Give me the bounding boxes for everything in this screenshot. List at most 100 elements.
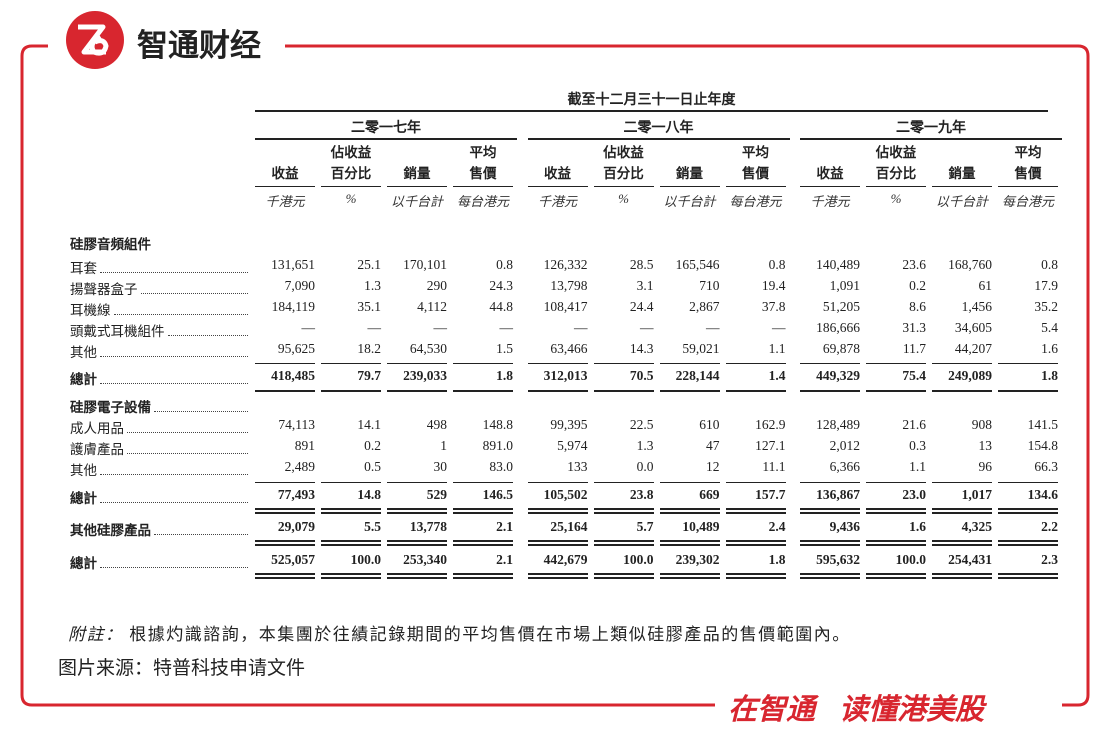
cell: — bbox=[301, 320, 316, 335]
rule bbox=[800, 540, 860, 542]
cell: 184,119 bbox=[271, 299, 315, 314]
label-text: 其他硅膠產品 bbox=[70, 523, 151, 538]
row-label: 其他硅膠產品 bbox=[70, 519, 250, 539]
rule bbox=[387, 512, 447, 514]
rule bbox=[255, 390, 315, 392]
slogan-part: 在智通 bbox=[728, 692, 816, 726]
cell: 146.5 bbox=[482, 487, 513, 502]
note-text: 根據灼識諮詢，本集團於往績記錄期間的平均售價在市場上類似硅膠產品的售價範圍內。 bbox=[129, 625, 851, 644]
cell: 6,366 bbox=[829, 459, 860, 474]
label-text: 成人用品 bbox=[70, 421, 124, 436]
cell: 29,079 bbox=[277, 519, 315, 534]
cell: 253,340 bbox=[403, 552, 447, 567]
label-text: 頭戴式耳機組件 bbox=[70, 324, 165, 339]
rule bbox=[932, 544, 992, 546]
rule bbox=[453, 512, 513, 514]
cell: 2.3 bbox=[1041, 552, 1058, 567]
cell: 1,091 bbox=[829, 278, 860, 293]
leader bbox=[140, 293, 248, 294]
cell: 75.4 bbox=[902, 368, 926, 383]
rule bbox=[527, 508, 588, 510]
cell: 1.8 bbox=[496, 368, 513, 383]
rule bbox=[725, 390, 786, 392]
column-header: 收益 bbox=[271, 166, 299, 181]
rule bbox=[321, 512, 381, 514]
cell: 25.1 bbox=[357, 257, 381, 272]
cell: 25,164 bbox=[550, 519, 588, 534]
cell: 8.6 bbox=[909, 299, 926, 314]
rule bbox=[527, 544, 588, 546]
rule bbox=[725, 573, 786, 575]
leader bbox=[127, 453, 248, 454]
cell: 0.5 bbox=[364, 459, 381, 474]
rule bbox=[725, 363, 786, 364]
rule bbox=[453, 363, 513, 364]
column-header: 銷量 bbox=[948, 166, 976, 181]
cell: 96 bbox=[978, 459, 993, 474]
cell: 1.6 bbox=[909, 519, 926, 534]
cell: 127.1 bbox=[755, 438, 786, 453]
rule bbox=[998, 577, 1058, 579]
unit: 每台港元 bbox=[456, 194, 509, 209]
label-text: 護膚產品 bbox=[70, 442, 124, 457]
label-text: 其他 bbox=[70, 463, 97, 478]
rule bbox=[659, 508, 720, 510]
note-label: 附註： bbox=[68, 625, 124, 644]
column-header: 收益 bbox=[544, 166, 571, 181]
cell: 442,679 bbox=[543, 552, 588, 567]
cell: 1,017 bbox=[961, 487, 992, 502]
cell: 239,033 bbox=[403, 368, 447, 383]
rule bbox=[255, 482, 315, 483]
leader bbox=[113, 314, 248, 315]
unit: % bbox=[618, 191, 629, 206]
rule bbox=[527, 138, 790, 140]
cell: 186,666 bbox=[816, 320, 860, 335]
cell: 254,431 bbox=[948, 552, 992, 567]
cell: 9,436 bbox=[829, 519, 860, 534]
unit: 以千台計 bbox=[935, 194, 988, 209]
leader bbox=[100, 356, 248, 357]
column-header: 佔收益 bbox=[875, 145, 917, 160]
cell: 610 bbox=[699, 417, 720, 432]
cell: — bbox=[367, 320, 382, 335]
rule bbox=[932, 573, 992, 575]
unit: 千港元 bbox=[537, 194, 577, 209]
column-header: 百分比 bbox=[603, 166, 644, 181]
cell: 19.4 bbox=[761, 278, 786, 293]
cell: 23.6 bbox=[902, 257, 926, 272]
cell: — bbox=[433, 320, 448, 335]
rule bbox=[866, 363, 926, 364]
rule bbox=[932, 186, 992, 187]
cell: 13,778 bbox=[409, 519, 447, 534]
cell: 66.3 bbox=[1034, 459, 1058, 474]
cell: 13 bbox=[978, 438, 993, 453]
cell: 2.1 bbox=[496, 519, 513, 534]
row-label: 總計 bbox=[70, 368, 250, 388]
rule bbox=[321, 540, 381, 542]
rule bbox=[321, 186, 381, 187]
column-header: 售價 bbox=[469, 166, 497, 181]
row-label: 總計 bbox=[70, 552, 250, 572]
leader bbox=[100, 383, 248, 384]
cell: 2.1 bbox=[496, 552, 513, 567]
cell: 2,867 bbox=[689, 299, 720, 314]
rule bbox=[800, 138, 1062, 140]
rule bbox=[255, 540, 315, 542]
rule bbox=[321, 508, 381, 510]
cell: 24.4 bbox=[629, 299, 654, 314]
cell: 165,546 bbox=[675, 257, 720, 272]
cell: 70.5 bbox=[629, 368, 654, 383]
rule bbox=[453, 508, 513, 510]
cell: 710 bbox=[699, 278, 720, 293]
cell: 0.2 bbox=[364, 438, 381, 453]
column-header: 銷量 bbox=[676, 166, 703, 181]
cell: 77,493 bbox=[277, 487, 315, 502]
row-label: 耳套 bbox=[70, 257, 250, 277]
cell: 157.7 bbox=[755, 487, 786, 502]
rule bbox=[387, 363, 447, 364]
cell: 13,798 bbox=[550, 278, 588, 293]
rule bbox=[998, 544, 1058, 546]
column-header: 銷量 bbox=[403, 166, 431, 181]
rule bbox=[321, 573, 381, 575]
